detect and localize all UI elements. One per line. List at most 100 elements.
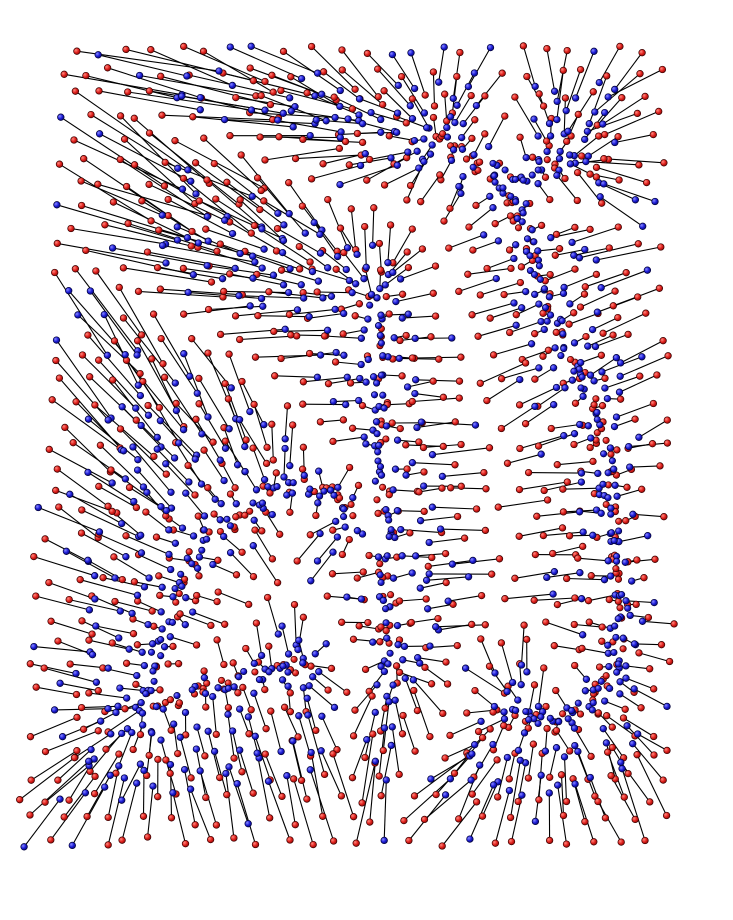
blue-point [195, 553, 204, 561]
link-line [81, 204, 188, 239]
red-point [376, 560, 384, 568]
blue-point [192, 190, 200, 198]
link-line [226, 181, 285, 226]
link-line [333, 96, 381, 120]
red-point [563, 574, 571, 583]
blue-point [252, 486, 261, 494]
blue-point [316, 492, 324, 500]
link-line [286, 775, 296, 825]
red-point [101, 221, 109, 229]
blue-point [286, 94, 294, 102]
red-point [429, 289, 437, 297]
red-point [396, 424, 404, 433]
link-line [58, 506, 99, 539]
red-point [124, 219, 132, 228]
link-line [545, 621, 583, 636]
red-point [608, 723, 616, 731]
red-point [474, 727, 483, 736]
red-point [213, 597, 221, 606]
blue-point [373, 379, 381, 387]
red-point [539, 352, 547, 360]
red-point [506, 328, 514, 337]
red-point [79, 725, 88, 733]
blue-point [315, 467, 323, 475]
blue-point [631, 196, 640, 204]
link-line [199, 200, 283, 240]
blue-point [380, 404, 388, 412]
blue-point [550, 401, 558, 409]
blue-point [570, 339, 579, 347]
blue-point [134, 456, 142, 464]
red-point [324, 686, 332, 694]
red-point [71, 87, 80, 95]
red-point [294, 733, 302, 741]
red-point [137, 331, 146, 339]
blue-point [300, 471, 308, 480]
red-point [570, 309, 578, 317]
link-line [350, 208, 357, 250]
red-point [200, 446, 208, 454]
link-line [537, 667, 545, 707]
link-line [310, 551, 334, 582]
red-points [16, 42, 678, 850]
red-point [373, 496, 381, 504]
blue-point [342, 265, 350, 274]
blue-point [289, 123, 297, 131]
red-point [47, 836, 55, 844]
blue-point [577, 595, 586, 603]
blue-point [376, 331, 385, 340]
red-point [160, 373, 169, 381]
blue-point [369, 638, 377, 646]
blue-point [411, 334, 419, 343]
red-point [468, 790, 476, 798]
link-line [310, 752, 324, 817]
red-point [592, 270, 601, 279]
link-line [628, 442, 668, 448]
blue-point [139, 721, 147, 729]
blue-point [316, 351, 325, 359]
link-line [560, 774, 565, 816]
blue-point [115, 634, 123, 642]
blue-point [284, 668, 292, 676]
blue-point [84, 415, 93, 423]
blue-point [629, 740, 637, 748]
blue-point [508, 678, 517, 687]
red-point [232, 513, 240, 521]
blue-point [610, 465, 618, 473]
red-point [453, 72, 461, 81]
blue-point [364, 315, 372, 323]
link-line [497, 757, 508, 798]
link-line [580, 290, 616, 308]
blue-point [534, 719, 542, 728]
blue-point [590, 377, 598, 385]
blue-point [376, 463, 385, 471]
link-line [557, 460, 594, 466]
blue-point [516, 375, 524, 384]
red-point [523, 635, 531, 644]
link-line [80, 579, 138, 596]
blue-point [284, 288, 293, 297]
link-line [332, 571, 364, 575]
red-point [602, 436, 610, 444]
red-point [231, 312, 240, 320]
blue-point [612, 354, 621, 362]
link-line [213, 163, 279, 214]
link-line [253, 693, 267, 729]
link-line [81, 705, 119, 709]
link-line [604, 375, 640, 389]
blue-point [626, 463, 634, 471]
red-point [290, 655, 298, 663]
red-point [472, 798, 481, 806]
blue-point [549, 364, 558, 372]
blue-point [300, 294, 308, 302]
red-point [232, 571, 241, 579]
blue-point [209, 692, 217, 701]
blue-point [389, 681, 397, 689]
link-line [598, 46, 621, 83]
blue-point [329, 397, 338, 406]
link-line [156, 448, 190, 483]
red-point [303, 89, 311, 97]
red-point [559, 66, 567, 75]
red-point [164, 195, 172, 204]
blue-point [617, 758, 625, 767]
